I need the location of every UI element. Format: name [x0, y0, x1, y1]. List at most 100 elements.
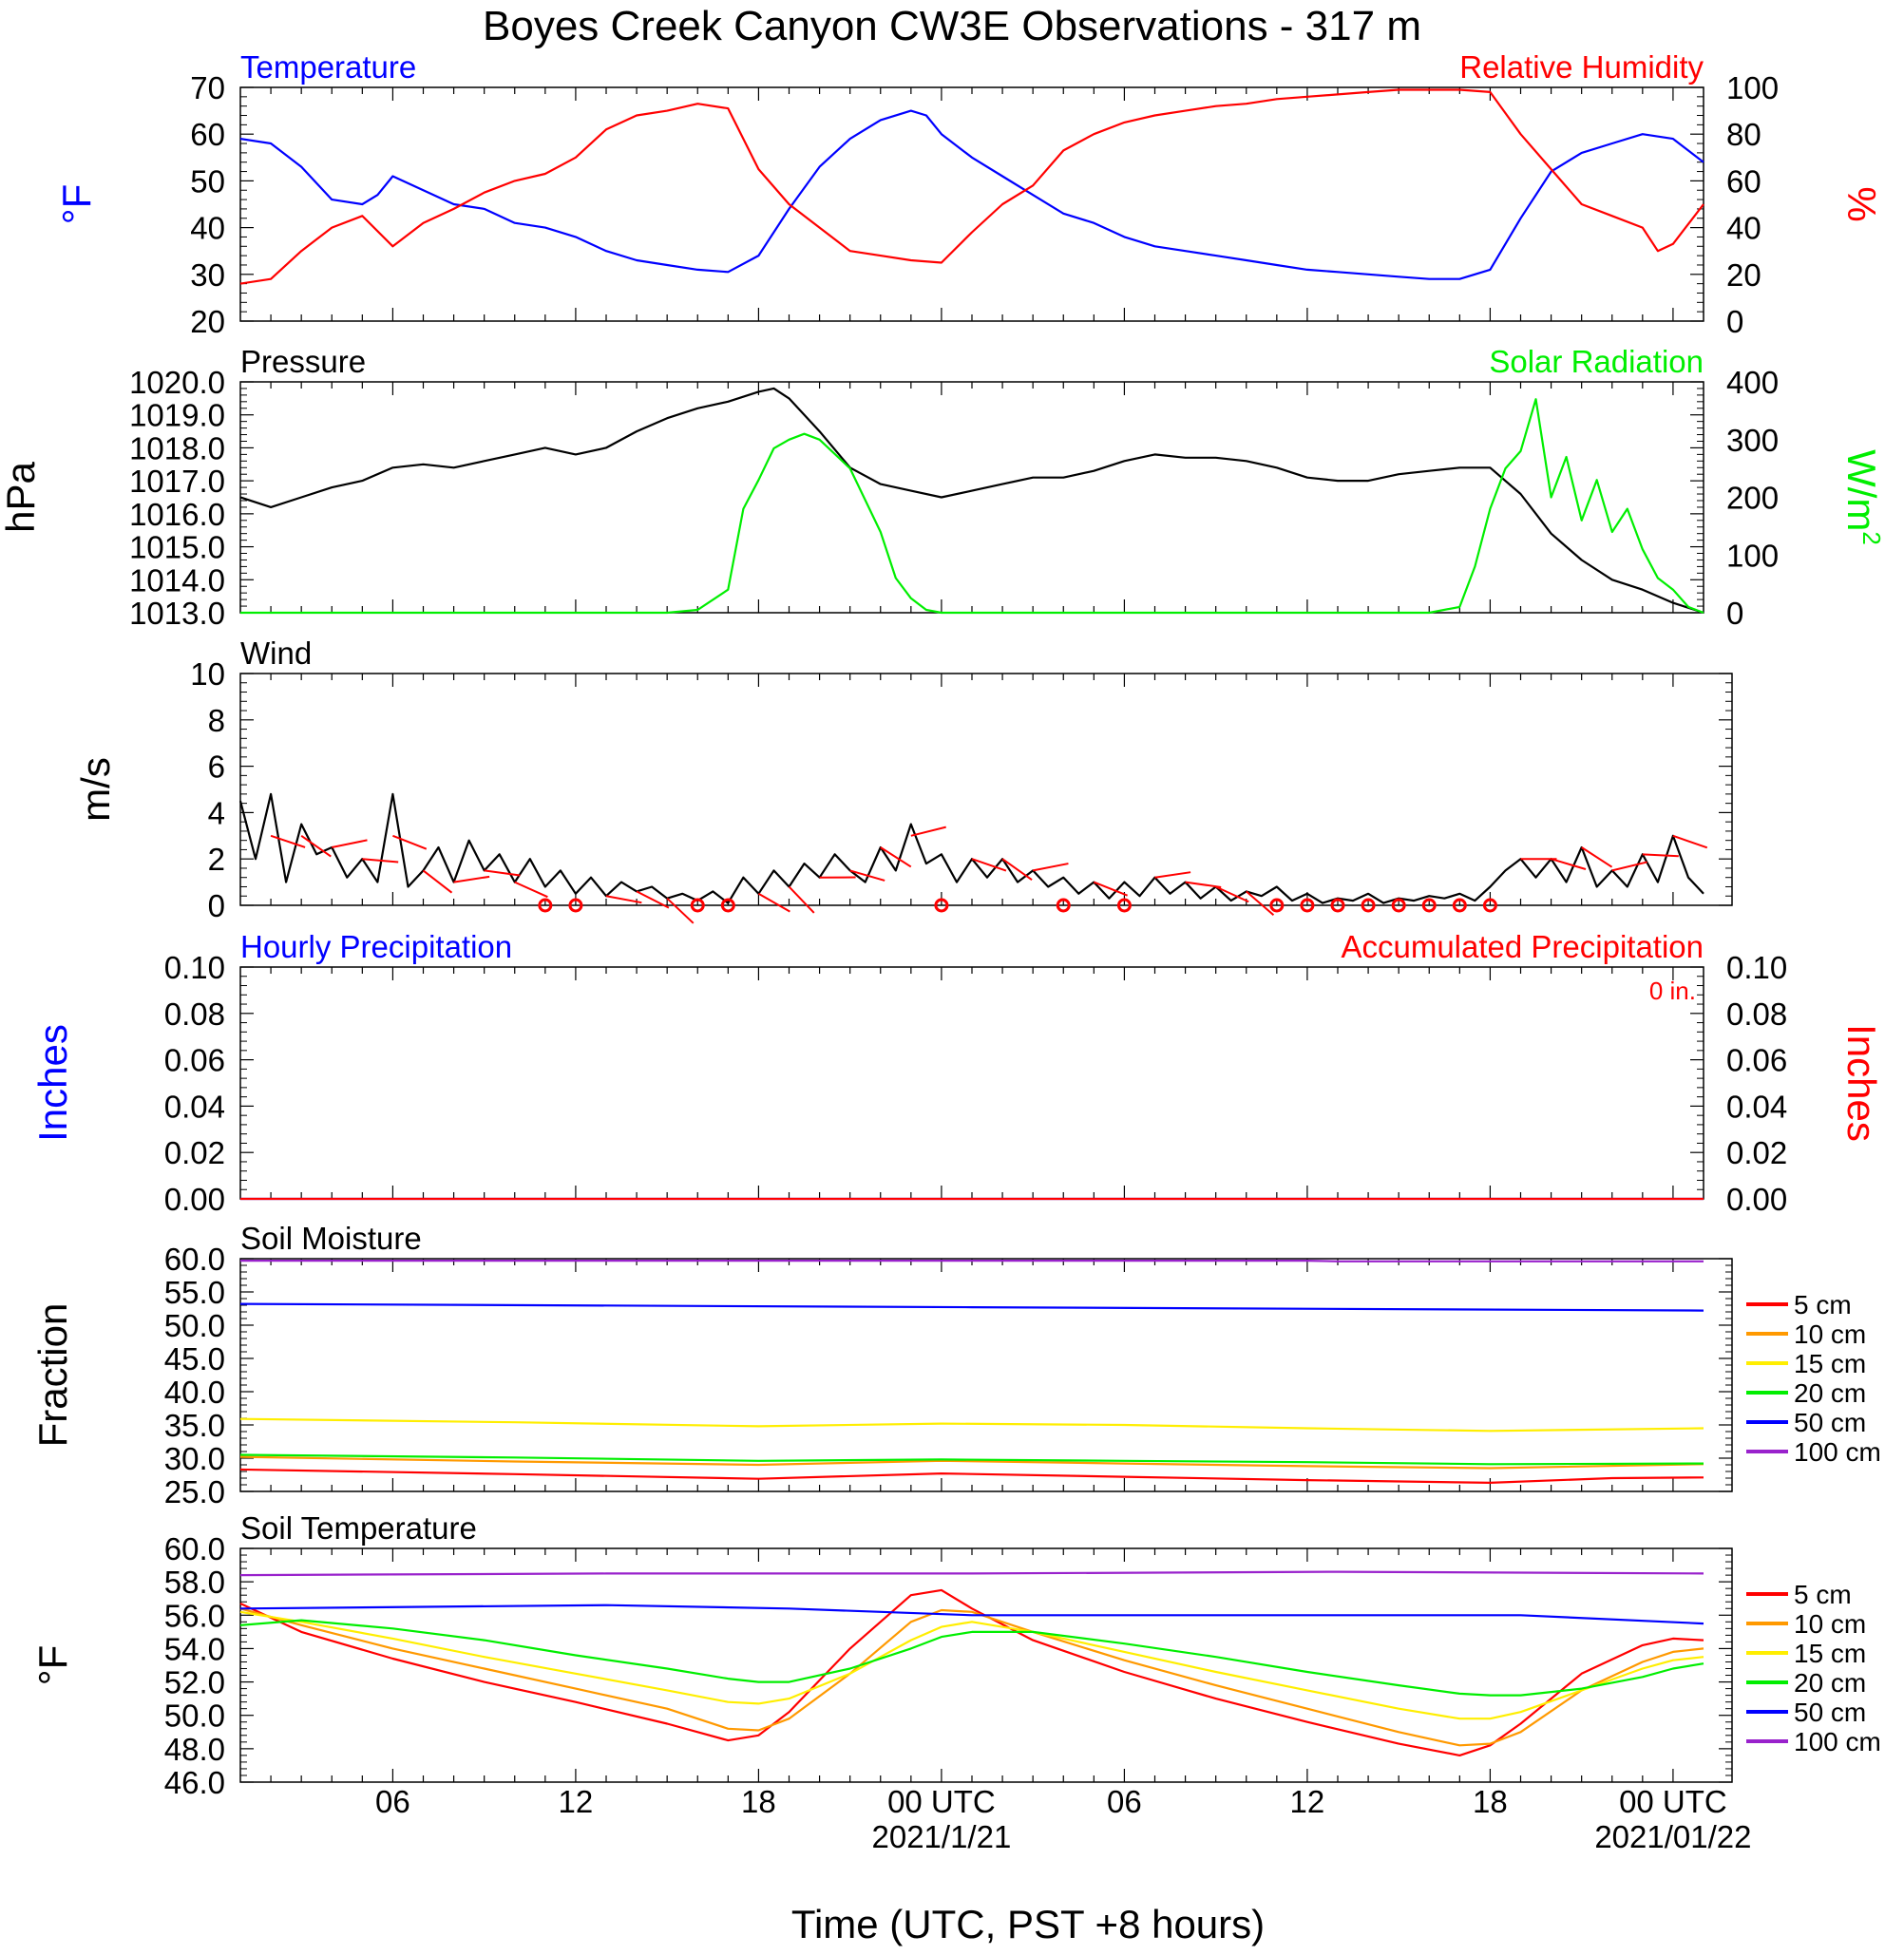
legend-label: 100 cm — [1794, 1727, 1881, 1756]
y-axis-label: hPa — [0, 461, 43, 532]
x-tick-label: 00 UTC — [887, 1784, 996, 1819]
wind-barb — [453, 875, 490, 883]
series-line-1 — [239, 1468, 1704, 1485]
y-tick-label: 55.0 — [164, 1275, 225, 1310]
panel-right-title: Relative Humidity — [1459, 49, 1704, 85]
y-right-tick-label: 400 — [1726, 365, 1779, 400]
y-right-tick-label: 200 — [1726, 481, 1779, 516]
y-tick-label: 1014.0 — [129, 562, 225, 598]
x-date-label: 2021/1/21 — [872, 1819, 1012, 1854]
y-tick-label: 56.0 — [164, 1598, 225, 1633]
y-right-tick-label: 60 — [1726, 163, 1761, 199]
y-axis-label: m/s — [73, 757, 118, 822]
y-tick-label: 1018.0 — [129, 430, 225, 465]
wind-barb — [362, 858, 399, 864]
series-line-4 — [239, 1619, 1704, 1697]
series-line-6 — [239, 1570, 1704, 1577]
y-right-tick-label: 20 — [1726, 257, 1761, 293]
panel-right-title: Solar Radiation — [1489, 344, 1704, 379]
x-tick-label: 00 UTC — [1619, 1784, 1727, 1819]
wind-barb — [1611, 861, 1647, 872]
legend-label: 15 cm — [1794, 1349, 1866, 1378]
panel-left-title: Hourly Precipitation — [240, 929, 512, 964]
legend-label: 10 cm — [1794, 1609, 1866, 1639]
wind-barb — [1215, 885, 1249, 903]
figure-title: Boyes Creek Canyon CW3E Observations - 3… — [483, 3, 1421, 49]
wind-barb — [910, 826, 946, 837]
legend-label: 5 cm — [1794, 1290, 1852, 1319]
panel-5: 25.030.035.040.045.050.055.060.0 Soil Moi… — [30, 1221, 1881, 1509]
panel-3: 0 2 4 6 8 10 Wind m/s — [73, 636, 1733, 924]
y-tick-label: 1015.0 — [129, 530, 225, 565]
y-tick-label: 0.00 — [164, 1182, 225, 1217]
wind-barb — [788, 885, 815, 914]
legend-label: 50 cm — [1794, 1698, 1866, 1727]
panel-left-title: Soil Moisture — [240, 1221, 422, 1256]
series-line-2 — [240, 398, 1704, 615]
y-tick-label: 0.08 — [164, 996, 225, 1032]
series-line-1 — [239, 387, 1704, 615]
panel-left-title: Pressure — [240, 344, 366, 379]
panel-left-title: Soil Temperature — [240, 1510, 477, 1546]
y-axis-right-label: W/m2 — [1839, 449, 1886, 545]
series-line-2 — [239, 88, 1704, 285]
series-line-1 — [239, 109, 1704, 280]
wind-barb — [514, 881, 548, 899]
series-line-5 — [239, 1604, 1704, 1625]
y-tick-label: 60 — [190, 117, 225, 152]
y-tick-label: 40 — [190, 211, 225, 246]
y-axis-right-label-text: W/m — [1839, 449, 1884, 531]
y-tick-label: 1016.0 — [129, 497, 225, 532]
legend-label: 15 cm — [1794, 1639, 1866, 1668]
wind-barb — [332, 839, 368, 848]
series-line-2 — [239, 1607, 1704, 1747]
y-tick-label: 1020.0 — [129, 365, 225, 400]
series-line-6 — [240, 1259, 1704, 1262]
x-tick-label: 18 — [1473, 1784, 1508, 1819]
y-tick-label: 8 — [208, 703, 225, 738]
wind-barb — [392, 834, 428, 850]
y-tick-label: 50.0 — [164, 1308, 225, 1343]
y-axis-right-label-text: Inches — [1839, 1024, 1884, 1142]
y-tick-label: 1013.0 — [129, 596, 225, 631]
y-tick-label: 0.06 — [164, 1043, 225, 1078]
wind-barb — [1185, 881, 1222, 888]
panel-frame — [239, 381, 1704, 614]
y-axis-label: °F — [54, 184, 99, 224]
wind-barb — [1581, 846, 1613, 868]
y-tick-label: 4 — [208, 795, 225, 830]
series-line-1 — [239, 1588, 1704, 1757]
series-line-1 — [238, 792, 1704, 904]
wind-barb — [422, 869, 453, 894]
calm-wind-marker — [1116, 898, 1132, 913]
calm-wind-marker — [1391, 898, 1406, 913]
x-tick-label: 12 — [559, 1784, 594, 1819]
legend-label: 100 cm — [1794, 1437, 1881, 1467]
legend-label: 5 cm — [1794, 1580, 1852, 1609]
calm-wind-marker — [1482, 898, 1497, 913]
wind-barb — [484, 869, 521, 877]
y-tick-label: 50 — [190, 163, 225, 199]
x-axis-label: Time (UTC, PST +8 hours) — [791, 1902, 1265, 1946]
y-tick-label: 20 — [190, 304, 225, 339]
y-tick-label: 60.0 — [164, 1242, 225, 1277]
y-axis-right-label: Inches — [1839, 1024, 1884, 1142]
y-right-tick-label: 0 — [1726, 596, 1743, 631]
y-tick-label: 6 — [208, 750, 225, 785]
x-tick-label: 12 — [1290, 1784, 1325, 1819]
wind-barb — [757, 892, 790, 913]
wind-barb — [1672, 834, 1708, 849]
legend-label: 20 cm — [1794, 1668, 1866, 1698]
wind-barb — [880, 846, 912, 868]
y-right-tick-label: 0.10 — [1726, 950, 1787, 985]
wind-barb — [1642, 853, 1679, 858]
wind-barb — [300, 834, 332, 858]
x-date-label: 2021/01/22 — [1594, 1819, 1751, 1854]
y-tick-label: 1017.0 — [129, 464, 225, 499]
y-tick-label: 0 — [208, 888, 225, 923]
series-line-3 — [239, 1610, 1704, 1720]
y-right-tick-label: 100 — [1726, 70, 1779, 105]
wind-barb — [971, 858, 1007, 872]
y-tick-label: 30 — [190, 257, 225, 293]
wind-barb — [1093, 881, 1129, 897]
